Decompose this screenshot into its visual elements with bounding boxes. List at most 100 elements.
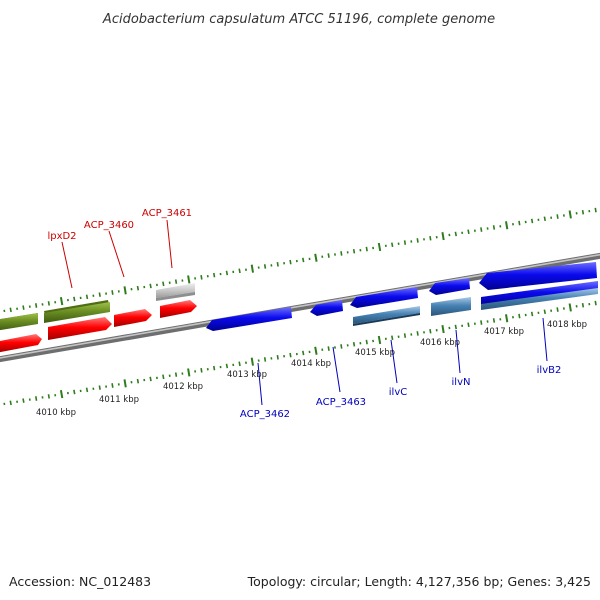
outer-tick [581, 209, 585, 215]
kbp-label-4018: 4018 kbp [547, 320, 587, 330]
outer-tick [530, 218, 534, 224]
inner-tick [365, 339, 368, 345]
gene-ilvB2-steel[interactable] [481, 288, 598, 310]
gene-ilvC-steel[interactable] [353, 306, 420, 326]
inner-tick [136, 378, 140, 384]
outer-tick [276, 261, 279, 267]
inner-tick-track [3, 300, 597, 406]
inner-tick [111, 383, 114, 388]
outer-tick [377, 242, 382, 252]
kbp-label-4013: 4013 kbp [227, 370, 267, 380]
inner-tick [480, 320, 483, 325]
outer-tick [73, 296, 76, 302]
gene-ilvC-blue[interactable] [350, 287, 418, 308]
inner-tick [505, 314, 509, 323]
label-ilvC[interactable]: ilvC [389, 387, 407, 398]
gene-ACP_3461[interactable] [156, 283, 195, 301]
gene-ACP_3462[interactable] [206, 307, 292, 331]
outer-tick [480, 227, 483, 232]
outer-tick [59, 297, 64, 306]
inner-tick [302, 350, 305, 356]
outer-tick [123, 286, 127, 295]
label-ilvN[interactable]: ilvN [452, 377, 471, 388]
gene-ilvB2-blue[interactable] [479, 262, 597, 290]
outer-tick [22, 305, 25, 310]
outer-tick [416, 238, 419, 243]
inner-tick [85, 387, 89, 393]
kbp-label-4016: 4016 kbp [420, 338, 460, 348]
kbp-label-4014: 4014 kbp [291, 359, 331, 369]
inner-tick [568, 303, 572, 312]
inner-tick [225, 363, 229, 369]
inner-tick [327, 346, 330, 351]
outer-tick [98, 292, 101, 297]
outer-tick [391, 242, 394, 248]
gene-ACP_3463[interactable] [310, 300, 343, 316]
outer-tick [352, 248, 356, 254]
inner-tick [467, 322, 470, 328]
inner-tick [340, 344, 343, 349]
label-connectors [61, 219, 548, 406]
gene-ACP_3460[interactable] [48, 317, 112, 340]
gene-red-3[interactable] [114, 309, 152, 327]
label-lpxD2[interactable]: lpxD2 [47, 231, 76, 242]
kbp-label-4015: 4015 kbp [355, 348, 395, 358]
gene-labels: lpxD2 ACP_3460 ACP_3461 ACP_3462 ACP_346… [47, 208, 561, 420]
inner-tick [429, 328, 432, 334]
gene-red-1[interactable] [0, 334, 42, 353]
inner-tick [59, 390, 64, 399]
outer-tick [403, 240, 407, 245]
kbp-label-4017: 4017 kbp [484, 327, 524, 337]
label-ACP_3463[interactable]: ACP_3463 [316, 397, 366, 408]
outer-tick [225, 270, 229, 276]
label-ACP_3461[interactable]: ACP_3461 [142, 208, 192, 219]
outer-tick [327, 253, 330, 258]
inner-tick [250, 357, 254, 366]
outer-tick [340, 251, 343, 256]
outer-tick [136, 285, 140, 291]
inner-tick [518, 313, 521, 319]
gene-ilvB2-blue-inner[interactable] [481, 281, 598, 306]
outer-tick [543, 216, 546, 222]
inner-tick [403, 333, 407, 338]
label-ACP_3462[interactable]: ACP_3462 [240, 409, 290, 420]
gene-ilvN-steel[interactable] [431, 297, 471, 316]
outer-tick [9, 307, 12, 313]
gene-lpxD2[interactable] [44, 300, 110, 323]
outer-tick [568, 210, 572, 219]
gene-red-4[interactable] [160, 300, 197, 318]
inner-tick [352, 341, 356, 347]
outer-tick [162, 281, 165, 287]
inner-tick [530, 311, 534, 317]
outer-tick [556, 214, 559, 219]
inner-tick [594, 300, 597, 306]
gene-features [0, 262, 598, 353]
inner-tick [581, 302, 585, 308]
inner-tick [174, 372, 178, 377]
inner-tick [416, 331, 419, 336]
outer-tick [149, 283, 152, 289]
inner-tick [238, 361, 241, 367]
gene-green-1[interactable] [0, 313, 38, 331]
label-ilvB2[interactable]: ilvB2 [537, 365, 562, 376]
inner-tick [543, 309, 546, 315]
gene-ilvN-blue[interactable] [429, 278, 470, 295]
outer-tick [187, 275, 191, 284]
outer-tick [505, 221, 509, 230]
inner-tick [123, 379, 127, 388]
inner-tick [200, 367, 203, 373]
outer-tick [467, 229, 470, 235]
topology-text: Topology: circular; Length: 4,127,356 bp… [247, 574, 591, 589]
outer-tick [454, 231, 457, 237]
inner-tick [276, 354, 279, 360]
inner-tick [454, 324, 457, 330]
inner-tick [73, 389, 76, 395]
label-ACP_3460[interactable]: ACP_3460 [84, 220, 134, 231]
inner-tick [391, 335, 394, 341]
inner-tick [98, 385, 101, 390]
outer-tick [85, 294, 89, 300]
inner-tick [492, 318, 496, 323]
inner-tick [149, 376, 152, 382]
outer-tick [263, 264, 267, 269]
outer-tick [238, 268, 241, 274]
